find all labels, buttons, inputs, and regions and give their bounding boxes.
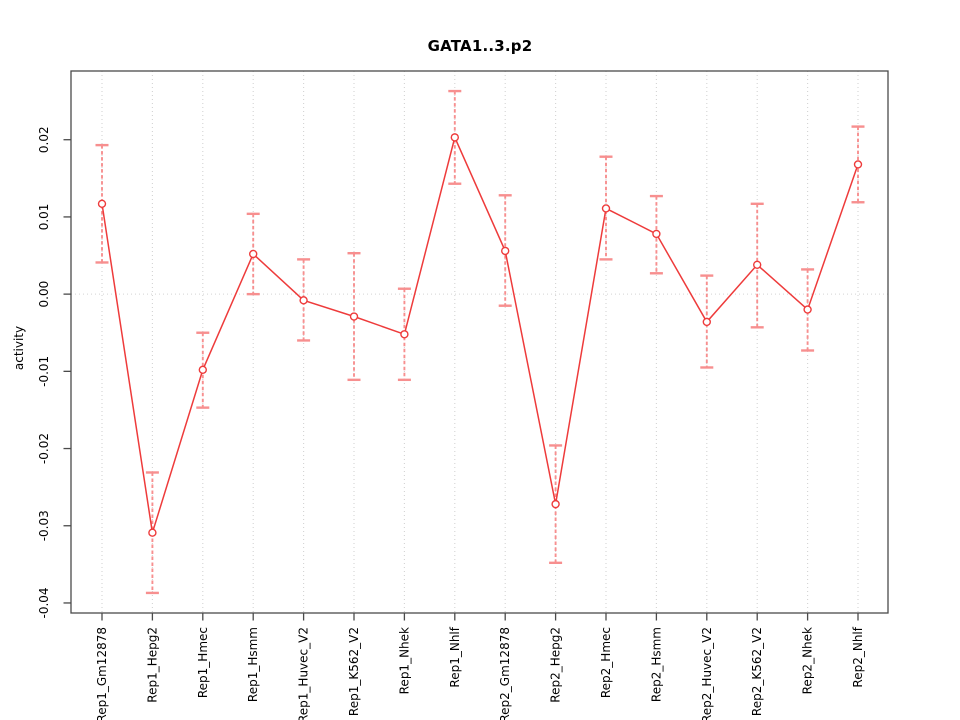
category-label: Rep1_Gm12878 xyxy=(95,627,109,720)
data-point xyxy=(349,312,359,321)
y-tick-label: 0.02 xyxy=(37,126,51,153)
category-label: Rep2_Hsmm xyxy=(649,627,663,702)
category-label: Rep1_Hepg2 xyxy=(145,627,159,703)
data-point xyxy=(702,317,711,327)
category-label: Rep1_Hsmm xyxy=(246,627,260,702)
series-line xyxy=(101,135,859,533)
y-tick-label: 0.01 xyxy=(37,204,51,231)
category-label: Rep1_Hmec xyxy=(196,627,210,698)
data-point xyxy=(601,204,611,213)
y-tick-label: -0.01 xyxy=(37,356,51,387)
data-point xyxy=(198,365,208,374)
data-point xyxy=(803,305,812,314)
category-label: Rep1_Nhek xyxy=(397,627,411,694)
data-point xyxy=(97,199,107,208)
y-tick-label: -0.02 xyxy=(37,433,51,464)
y-tick-label: 0.00 xyxy=(37,281,51,308)
category-label: Rep2_Hepg2 xyxy=(549,627,563,703)
category-label: Rep2_Gm12878 xyxy=(498,627,512,720)
data-point xyxy=(753,260,762,269)
data-point xyxy=(551,499,560,509)
category-label: Rep2_Nhlf xyxy=(851,626,865,687)
category-label: Rep2_Nhek xyxy=(801,627,815,694)
category-label: Rep2_Hmec xyxy=(599,627,613,698)
data-point xyxy=(450,133,459,142)
category-label: Rep2_K562_V2 xyxy=(750,627,764,716)
category-label: Rep1_K562_V2 xyxy=(347,627,361,716)
category-label: Rep2_Huvec_V2 xyxy=(700,627,714,720)
plot-box xyxy=(70,70,889,614)
data-point xyxy=(299,296,308,305)
category-label: Rep1_Huvec_V2 xyxy=(297,627,311,720)
data-point xyxy=(400,330,409,339)
y-tick-label: -0.04 xyxy=(37,587,51,618)
data-point xyxy=(652,229,661,239)
data-point xyxy=(248,249,258,259)
data-point xyxy=(148,528,157,537)
data-point xyxy=(501,246,510,256)
chart-title: GATA1..3.p2 xyxy=(427,37,533,55)
y-tick-label: -0.03 xyxy=(37,510,51,541)
category-label: Rep1_Nhlf xyxy=(448,626,462,687)
data-point xyxy=(853,160,863,169)
